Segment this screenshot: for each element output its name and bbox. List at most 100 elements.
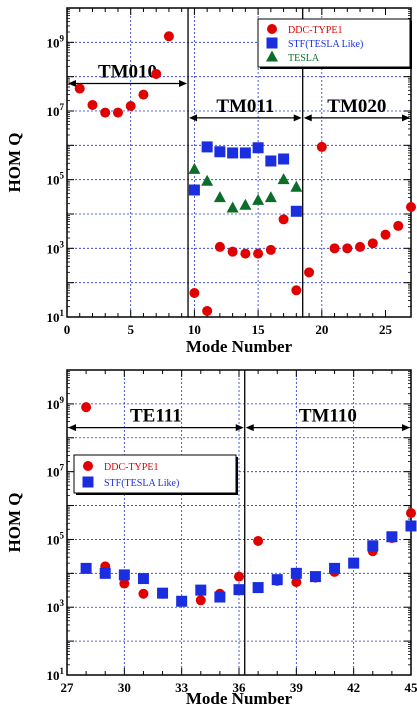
data-point-square bbox=[252, 582, 264, 594]
data-point-circle bbox=[125, 100, 136, 111]
data-point-circle bbox=[138, 89, 149, 100]
x-tick-label: 5 bbox=[127, 322, 134, 337]
data-point-triangle bbox=[264, 191, 277, 203]
x-tick-label: 15 bbox=[252, 322, 266, 337]
data-point-circle bbox=[253, 248, 264, 259]
region-arrow-head-left bbox=[245, 424, 254, 432]
data-point-square bbox=[195, 584, 207, 596]
legend-box bbox=[73, 454, 237, 494]
data-point-square bbox=[99, 567, 111, 579]
region-arrow-head-right bbox=[402, 114, 410, 122]
data-point-circle bbox=[316, 141, 327, 152]
data-point-circle bbox=[138, 588, 149, 599]
y-tick-label: 103 bbox=[47, 598, 65, 615]
data-point-circle bbox=[291, 285, 302, 296]
data-point-circle bbox=[342, 243, 353, 254]
legend-label: STF(TESLA Like) bbox=[104, 478, 179, 489]
region-arrow-head-left bbox=[303, 114, 312, 122]
data-point-square bbox=[214, 591, 226, 603]
plot-frame bbox=[66, 7, 412, 318]
data-point-square bbox=[176, 595, 188, 607]
data-point-triangle bbox=[188, 162, 201, 174]
x-tick-label: 0 bbox=[64, 322, 71, 337]
region-label-tm011: TM011 bbox=[216, 96, 274, 117]
legend-marker-circle bbox=[267, 24, 277, 34]
data-point-square bbox=[233, 584, 245, 596]
data-point-square bbox=[252, 142, 264, 154]
legend-label: DDC-TYPE1 bbox=[288, 25, 342, 36]
data-point-circle bbox=[189, 288, 200, 299]
data-point-circle bbox=[304, 267, 315, 278]
data-point-square bbox=[290, 567, 302, 579]
x-tick-label: 39 bbox=[290, 680, 304, 695]
series-triangle bbox=[188, 162, 303, 213]
y-tick-label: 105 bbox=[47, 171, 65, 188]
series-square bbox=[80, 520, 417, 607]
region-arrow-head-left bbox=[68, 80, 76, 88]
data-point-square bbox=[309, 571, 321, 583]
region-arrow-head-right bbox=[293, 114, 302, 122]
x-axis-label: Mode Number bbox=[186, 337, 293, 356]
data-point-circle bbox=[119, 578, 130, 589]
data-point-square bbox=[227, 147, 239, 159]
y-tick-label: 107 bbox=[47, 463, 65, 480]
data-point-square bbox=[80, 562, 92, 574]
data-point-triangle bbox=[290, 180, 303, 192]
x-tick-label: 33 bbox=[175, 680, 189, 695]
data-point-square bbox=[201, 141, 213, 153]
data-point-circle bbox=[253, 535, 264, 546]
data-point-circle bbox=[214, 241, 225, 252]
chart-1: 0 5 10 15 20 25 101 103 105 107 109 TM010 TM011 TM020… bbox=[5, 7, 416, 356]
data-point-circle bbox=[81, 402, 92, 413]
y-axis-label: HOM Q bbox=[5, 493, 24, 553]
x-tick-label: 10 bbox=[188, 322, 201, 337]
data-point-circle bbox=[393, 220, 404, 231]
legend: DDC-TYPE1 STF(TESLA Like) TESLA bbox=[257, 18, 412, 69]
data-point-square bbox=[188, 184, 200, 196]
legend-marker-triangle bbox=[266, 50, 278, 62]
y-tick-label: 107 bbox=[47, 102, 65, 119]
data-point-circle bbox=[202, 305, 213, 316]
y-tick-label: 109 bbox=[47, 33, 65, 50]
legend-label: DDC-TYPE1 bbox=[104, 462, 158, 473]
x-tick-label: 36 bbox=[233, 680, 247, 695]
region-label-tm020: TM020 bbox=[327, 96, 386, 117]
data-point-square bbox=[137, 573, 149, 585]
x-tick-label: 25 bbox=[379, 322, 393, 337]
legend-marker-square bbox=[82, 476, 94, 488]
data-point-circle bbox=[234, 571, 244, 582]
data-point-triangle bbox=[239, 198, 252, 210]
y-tick-label: 105 bbox=[47, 530, 65, 547]
data-point-square bbox=[271, 574, 283, 586]
data-point-circle bbox=[291, 577, 302, 588]
data-point-circle bbox=[227, 246, 238, 257]
region-label-tm110: TM110 bbox=[299, 406, 357, 427]
x-tick-label: 30 bbox=[118, 680, 131, 695]
region-arrow-head-left bbox=[68, 424, 76, 432]
data-point-circle bbox=[74, 83, 85, 94]
data-point-triangle bbox=[277, 173, 290, 185]
data-point-triangle bbox=[226, 201, 239, 213]
data-point-circle bbox=[406, 508, 416, 519]
y-tick-label: 103 bbox=[47, 239, 65, 256]
data-point-triangle bbox=[252, 193, 265, 205]
data-point-square bbox=[405, 520, 417, 532]
legend-marker-square bbox=[266, 37, 278, 49]
data-point-circle bbox=[195, 595, 206, 606]
data-point-square bbox=[157, 587, 169, 599]
data-point-circle bbox=[87, 99, 98, 110]
legend-label: TESLA bbox=[288, 53, 320, 64]
region-arrow-head-right bbox=[235, 424, 244, 432]
data-point-circle bbox=[100, 107, 111, 118]
data-point-square bbox=[278, 153, 290, 165]
series-circle bbox=[74, 31, 416, 316]
data-point-circle bbox=[329, 243, 340, 254]
x-tick-label: 45 bbox=[405, 680, 417, 695]
series-square bbox=[188, 141, 302, 217]
data-point-circle bbox=[240, 248, 251, 259]
data-point-triangle bbox=[213, 191, 226, 203]
y-tick-label: 101 bbox=[47, 666, 65, 683]
x-tick-label: 20 bbox=[315, 322, 328, 337]
data-point-triangle bbox=[201, 174, 214, 186]
y-tick-label: 109 bbox=[47, 395, 65, 412]
